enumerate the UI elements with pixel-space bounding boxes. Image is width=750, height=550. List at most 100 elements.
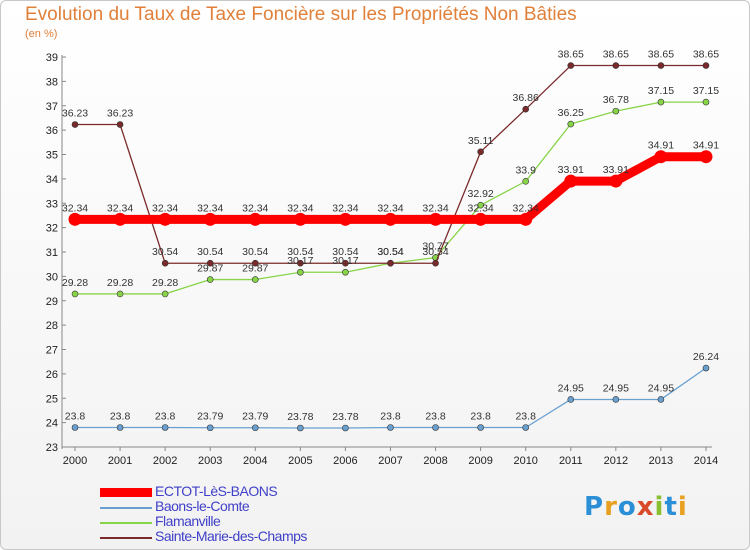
data-label: 30.54 <box>332 246 358 258</box>
data-label: 36.25 <box>558 107 584 119</box>
chart-data-labels: 23.8 23.8 23.8 23.79 23.79 23.78 23.78 23.8 23.8… <box>62 49 719 423</box>
x-tick-label: 2011 <box>559 455 583 467</box>
y-tick-label: 39 <box>46 52 58 64</box>
data-label: 36.86 <box>513 92 539 104</box>
data-point <box>342 424 349 432</box>
data-label: 23.8 <box>380 411 401 423</box>
data-label: 30.54 <box>152 246 178 258</box>
data-point <box>612 396 620 403</box>
data-label: 32.34 <box>197 202 223 214</box>
data-label: 38.65 <box>603 49 629 61</box>
data-point <box>699 150 713 164</box>
data-point <box>116 121 124 128</box>
data-point <box>567 396 575 403</box>
x-tick-label: 2002 <box>153 455 177 467</box>
data-point <box>206 276 214 283</box>
data-point <box>113 212 127 226</box>
data-point <box>702 98 710 106</box>
data-label: 30.17 <box>287 255 313 267</box>
x-tick-label: 2014 <box>694 455 718 467</box>
data-label: 38.65 <box>558 49 584 61</box>
y-tick-label: 28 <box>46 320 58 332</box>
data-point <box>161 259 169 267</box>
data-point <box>297 268 304 276</box>
data-label: 23.8 <box>425 411 446 423</box>
data-point <box>206 259 214 267</box>
data-label: 34.91 <box>648 140 674 152</box>
y-tick-label: 34 <box>46 174 58 186</box>
y-tick-label: 32 <box>46 223 58 235</box>
legend-label: Flamanville <box>155 513 221 529</box>
data-point <box>522 178 530 185</box>
data-label: 32.34 <box>467 202 493 214</box>
x-tick-label: 2007 <box>378 455 402 467</box>
legend-swatch <box>100 522 152 524</box>
data-label: 36.23 <box>107 108 133 120</box>
data-point <box>567 62 575 69</box>
x-tick-label: 2000 <box>63 455 87 467</box>
chart-axes: 23 24 25 26 27 28 29 30 31 32 33 34 35 36 37 38 39 2000 20… <box>46 52 718 467</box>
data-label: 23.78 <box>287 411 313 423</box>
legend-label: Baons-le-Comte <box>155 498 250 514</box>
data-point <box>387 424 394 431</box>
y-tick-label: 37 <box>46 101 58 113</box>
data-point <box>609 174 623 188</box>
data-label: 29.28 <box>62 277 88 289</box>
data-point <box>432 424 439 431</box>
legend-label: ECTOT-LèS-BAONS <box>155 483 278 499</box>
data-point <box>297 424 304 432</box>
data-point <box>251 424 259 432</box>
data-label: 32.34 <box>62 202 88 214</box>
data-point <box>68 212 82 226</box>
data-point <box>654 150 668 164</box>
data-label: 30.54 <box>377 246 403 258</box>
legend-swatch <box>100 507 152 509</box>
data-point <box>161 290 169 298</box>
data-point <box>71 121 79 128</box>
data-label: 30.54 <box>422 246 448 258</box>
data-point <box>116 424 124 431</box>
data-label: 29.87 <box>197 263 223 275</box>
y-tick-label: 31 <box>46 247 58 259</box>
data-point <box>297 259 304 267</box>
data-label: 32.34 <box>242 202 268 214</box>
data-label: 29.87 <box>242 263 268 275</box>
data-label: 30.54 <box>242 246 268 258</box>
data-point <box>432 259 439 267</box>
x-tick-label: 2003 <box>198 455 222 467</box>
y-tick-label: 36 <box>46 125 58 137</box>
x-tick-label: 2004 <box>243 455 267 467</box>
legend-swatch <box>100 537 152 539</box>
data-label: 38.65 <box>693 49 719 61</box>
data-point <box>477 424 484 431</box>
data-point <box>342 259 349 267</box>
data-point <box>567 120 575 128</box>
data-label: 24.95 <box>603 382 629 394</box>
data-point <box>71 290 79 298</box>
data-label: 37.15 <box>693 85 719 97</box>
y-tick-label: 30 <box>46 271 58 283</box>
data-point <box>338 212 352 226</box>
data-label: 35.11 <box>468 135 494 147</box>
data-label: 32.34 <box>422 202 448 214</box>
data-point <box>657 62 665 69</box>
data-point <box>383 212 397 226</box>
x-tick-label: 2008 <box>423 455 447 467</box>
x-tick-label: 2001 <box>108 455 132 467</box>
data-label: 36.23 <box>62 108 88 120</box>
data-point <box>387 259 394 267</box>
data-point <box>477 148 484 156</box>
data-label: 30.54 <box>197 246 223 258</box>
data-point <box>248 212 262 226</box>
data-label: 23.8 <box>110 411 131 423</box>
data-point <box>702 62 710 69</box>
chart-series <box>68 62 713 432</box>
data-point <box>203 212 217 226</box>
data-point <box>612 107 620 115</box>
data-point <box>158 212 172 226</box>
data-point <box>657 396 665 403</box>
data-label: 23.8 <box>470 411 491 423</box>
data-point <box>161 424 169 431</box>
data-label: 24.95 <box>558 382 584 394</box>
